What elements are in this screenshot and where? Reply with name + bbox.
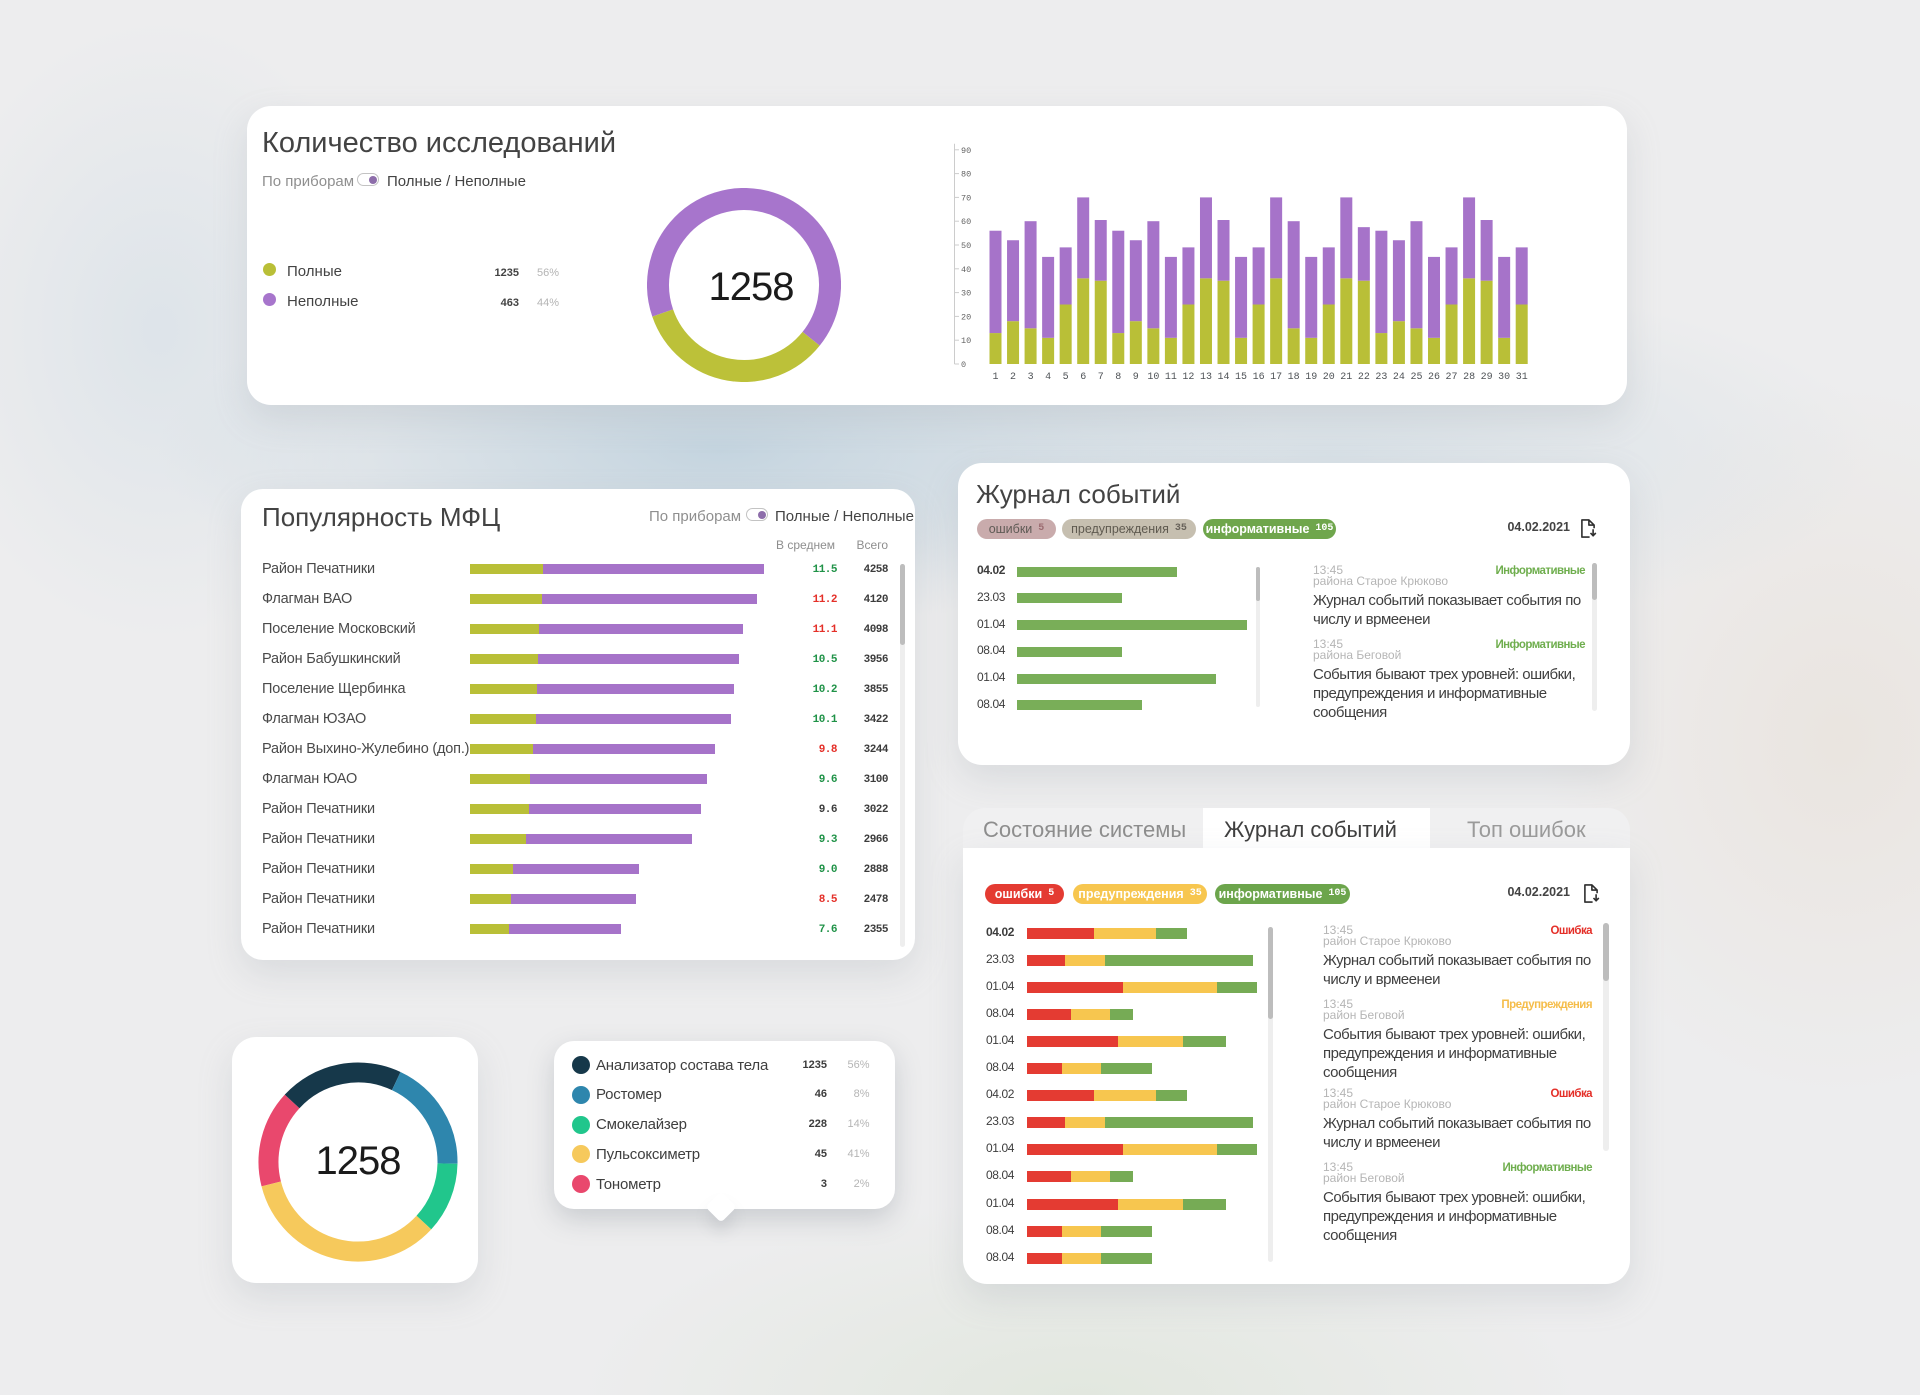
svg-text:17: 17: [1270, 372, 1282, 383]
svg-text:20: 20: [961, 312, 971, 322]
svg-text:27: 27: [1446, 372, 1458, 383]
svg-text:10: 10: [961, 336, 971, 346]
svg-text:6: 6: [1080, 372, 1086, 383]
svg-text:11: 11: [1165, 372, 1177, 383]
svg-text:60: 60: [961, 217, 971, 227]
svg-text:22: 22: [1358, 372, 1370, 383]
svg-text:28: 28: [1463, 372, 1475, 383]
svg-text:23: 23: [1375, 372, 1387, 383]
svg-text:13: 13: [1200, 372, 1212, 383]
svg-text:10: 10: [1147, 372, 1159, 383]
svg-text:26: 26: [1428, 372, 1440, 383]
svg-text:25: 25: [1410, 372, 1422, 383]
svg-text:16: 16: [1253, 372, 1265, 383]
svg-text:30: 30: [1498, 372, 1510, 383]
svg-text:18: 18: [1288, 372, 1300, 383]
svg-text:40: 40: [961, 265, 971, 275]
svg-text:2: 2: [1010, 372, 1016, 383]
svg-text:4: 4: [1045, 372, 1051, 383]
svg-text:15: 15: [1235, 372, 1247, 383]
svg-text:30: 30: [961, 289, 971, 299]
svg-text:20: 20: [1323, 372, 1335, 383]
svg-text:50: 50: [961, 241, 971, 251]
svg-text:21: 21: [1340, 372, 1352, 383]
svg-text:5: 5: [1063, 372, 1069, 383]
svg-text:9: 9: [1133, 372, 1139, 383]
svg-text:8: 8: [1115, 372, 1121, 383]
svg-text:14: 14: [1218, 372, 1230, 383]
svg-text:29: 29: [1481, 372, 1493, 383]
svg-text:19: 19: [1305, 372, 1317, 383]
svg-text:80: 80: [961, 170, 971, 180]
svg-text:7: 7: [1098, 372, 1104, 383]
svg-text:31: 31: [1516, 372, 1528, 383]
svg-text:0: 0: [961, 360, 966, 370]
svg-text:3: 3: [1028, 372, 1034, 383]
svg-text:70: 70: [961, 193, 971, 203]
svg-text:1: 1: [992, 372, 998, 383]
svg-text:90: 90: [961, 146, 971, 156]
svg-text:12: 12: [1182, 372, 1194, 383]
svg-text:24: 24: [1393, 372, 1405, 383]
